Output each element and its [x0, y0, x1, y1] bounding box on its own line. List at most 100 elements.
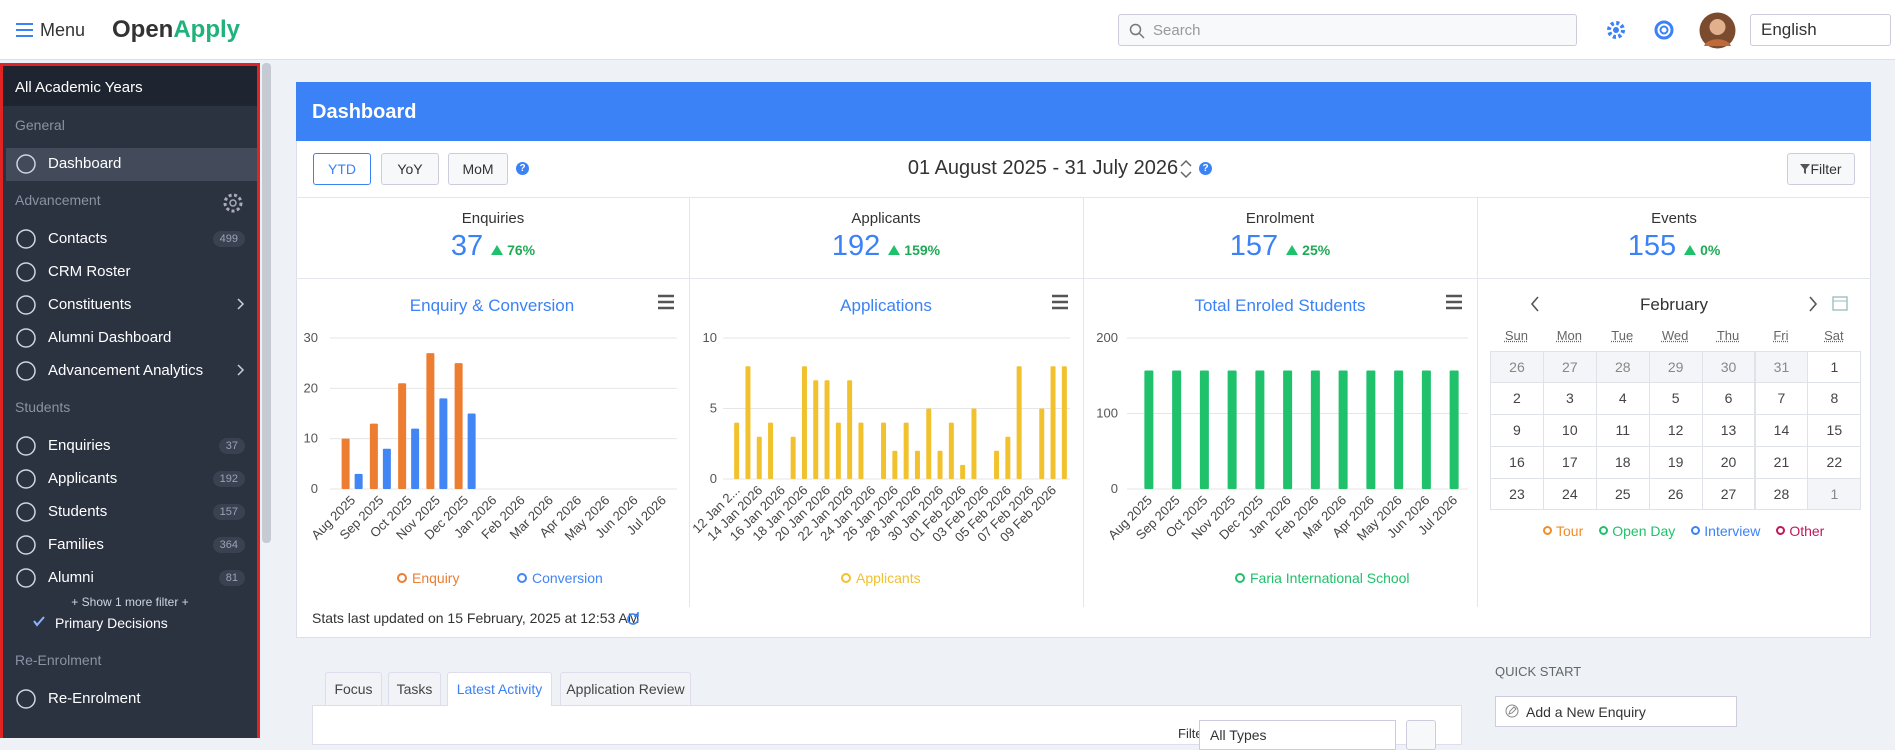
language-select[interactable]: English	[1750, 14, 1891, 46]
period-button[interactable]: YTD	[313, 153, 371, 185]
calendar-day[interactable]: 10	[1543, 414, 1597, 447]
avatar[interactable]	[1699, 12, 1736, 49]
next-month[interactable]	[1808, 296, 1818, 312]
section-heading: Students	[15, 399, 70, 415]
activity-tab[interactable]: Latest Activity	[447, 672, 552, 706]
show-more[interactable]: + Show 1 more filter +	[3, 595, 257, 609]
advancement-settings[interactable]	[221, 191, 245, 215]
calendar-day[interactable]: 14	[1755, 414, 1809, 447]
nav-item[interactable]: Alumni	[48, 569, 94, 586]
filter-button[interactable]: Filter	[1787, 153, 1855, 185]
nav-item[interactable]: Constituents	[48, 296, 131, 313]
calendar-day[interactable]: 24	[1543, 478, 1597, 511]
help-badge[interactable]: ?	[516, 162, 529, 175]
quick-start-button[interactable]: Add a New Enquiry	[1495, 696, 1737, 727]
calendar-day[interactable]: 12	[1649, 414, 1703, 447]
calendar-day[interactable]: 16	[1490, 446, 1544, 479]
dashboard-header	[296, 82, 1871, 141]
calendar-day[interactable]: 3	[1543, 382, 1597, 415]
calendar-day[interactable]: 27	[1543, 351, 1597, 384]
legend-label: Open Day	[1612, 523, 1675, 539]
calendar-day[interactable]: 27	[1702, 478, 1756, 511]
date-range[interactable]: 01 August 2025 - 31 July 2026	[908, 157, 1178, 180]
menu-icon[interactable]	[16, 22, 34, 38]
nav-item[interactable]: Enquiries	[48, 437, 111, 454]
nav-item[interactable]: Dashboard	[48, 155, 121, 172]
help-badge[interactable]: ?	[1199, 162, 1212, 175]
calendar-day[interactable]: 22	[1807, 446, 1861, 479]
nav-icon	[15, 501, 37, 523]
calendar-day[interactable]: 18	[1596, 446, 1650, 479]
nav-item[interactable]: Advancement Analytics	[48, 362, 203, 379]
period-button[interactable]: MoM	[448, 153, 508, 185]
active-item-bg	[6, 148, 257, 181]
primary-decisions[interactable]: Primary Decisions	[55, 615, 168, 631]
calendar-day[interactable]: 6	[1702, 382, 1756, 415]
calendar-day[interactable]: 30	[1702, 351, 1756, 384]
activity-filter-select[interactable]: All Types	[1199, 720, 1396, 750]
calendar-day[interactable]: 4	[1596, 382, 1650, 415]
sidebar: All Academic Years General Dashboard Advan…	[0, 63, 260, 738]
calendar-day[interactable]: 17	[1543, 446, 1597, 479]
calendar-day[interactable]: 9	[1490, 414, 1544, 447]
calendar-day[interactable]: 11	[1596, 414, 1650, 447]
nav-item[interactable]: CRM Roster	[48, 263, 131, 280]
nav-icon	[15, 435, 37, 457]
refresh-icon[interactable]	[626, 611, 640, 625]
filter-icon	[1800, 164, 1810, 174]
nav-icon	[15, 567, 37, 589]
nav-count: 364	[213, 537, 245, 553]
nav-icon	[15, 153, 37, 175]
nav-item[interactable]: Alumni Dashboard	[48, 329, 171, 346]
nav-item[interactable]: Families	[48, 536, 104, 553]
trend-up	[1286, 245, 1298, 255]
weekday: Wed	[1649, 328, 1702, 343]
nav-count: 37	[219, 438, 245, 454]
page: Menu OpenApply Search English All Academ…	[0, 0, 1895, 738]
prev-month[interactable]	[1530, 296, 1540, 312]
calendar-day[interactable]: 13	[1702, 414, 1756, 447]
calendar-day[interactable]: 29	[1649, 351, 1703, 384]
nav-count: 157	[213, 504, 245, 520]
weekday: Sat	[1807, 328, 1860, 343]
calendar-day[interactable]: 1	[1807, 478, 1861, 511]
scrollbar[interactable]	[262, 63, 271, 543]
chevron	[237, 364, 245, 376]
calendar-day[interactable]: 8	[1807, 382, 1861, 415]
calendar-day[interactable]: 26	[1490, 351, 1544, 384]
calendar-day[interactable]: 31	[1755, 351, 1809, 384]
calendar-day[interactable]: 2	[1490, 382, 1544, 415]
calendar-day[interactable]: 25	[1596, 478, 1650, 511]
calendar-day[interactable]: 23	[1490, 478, 1544, 511]
nav-item[interactable]: Contacts	[48, 230, 107, 247]
print-button[interactable]	[1406, 720, 1436, 750]
activity-tab[interactable]: Application Review	[560, 672, 691, 706]
period-button[interactable]: YoY	[381, 153, 439, 185]
nav-item[interactable]: Students	[48, 503, 107, 520]
calendar-day[interactable]: 7	[1755, 382, 1809, 415]
calendar-day[interactable]: 20	[1702, 446, 1756, 479]
calendar-day[interactable]: 1	[1807, 351, 1861, 384]
settings-icon[interactable]	[1605, 19, 1627, 41]
language: English	[1761, 20, 1817, 39]
calendar-icon[interactable]	[1832, 295, 1848, 311]
nav-item[interactable]: Re-Enrolment	[48, 690, 141, 707]
calendar-day[interactable]: 21	[1755, 446, 1809, 479]
nav-icon	[15, 294, 37, 316]
help-icon[interactable]	[1653, 19, 1675, 41]
activity-tab[interactable]: Tasks	[388, 672, 441, 706]
range-spinner[interactable]	[1180, 158, 1192, 180]
nav-item[interactable]: Applicants	[48, 470, 117, 487]
calendar-day[interactable]: 15	[1807, 414, 1861, 447]
activity-tab[interactable]: Focus	[325, 672, 382, 706]
calendar-day[interactable]: 19	[1649, 446, 1703, 479]
calendar-day[interactable]: 26	[1649, 478, 1703, 511]
logo[interactable]: OpenApply	[112, 16, 240, 44]
legend-label: Other	[1789, 523, 1824, 539]
search-box[interactable]: Search	[1118, 14, 1577, 46]
menu-label[interactable]: Menu	[40, 20, 85, 41]
calendar-day[interactable]: 5	[1649, 382, 1703, 415]
nav-icon	[15, 468, 37, 490]
calendar-day[interactable]: 28	[1596, 351, 1650, 384]
calendar-day[interactable]: 28	[1755, 478, 1809, 511]
